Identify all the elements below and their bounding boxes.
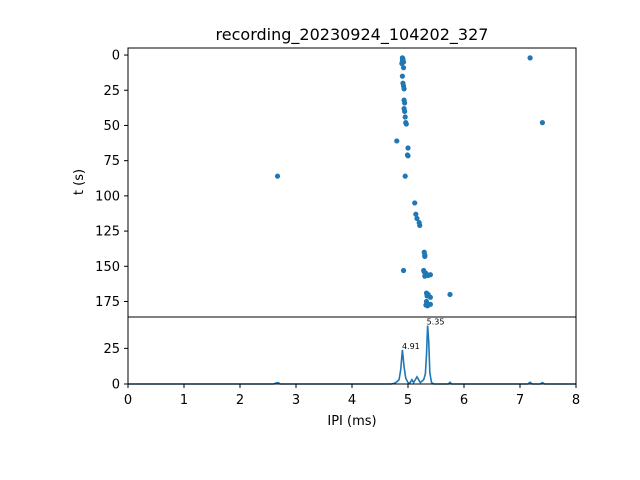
scatter-point <box>427 301 433 307</box>
scatter-point <box>423 302 429 308</box>
scatter-point <box>400 57 406 63</box>
scatter-point <box>402 100 408 106</box>
y-tick-label: 0 <box>112 49 120 64</box>
y-tick-label: 25 <box>103 84 120 99</box>
y-tick-label: 75 <box>103 154 120 169</box>
x-tick-label: 8 <box>572 393 580 408</box>
scatter-point <box>539 120 546 126</box>
scatter-point <box>405 145 411 151</box>
scatter-plot: 0 25 50 75 100 125 150 175 t (s) <box>72 47 577 318</box>
scatter-point <box>447 291 453 298</box>
histogram-axes-frame <box>127 316 577 385</box>
x-tick-label: 0 <box>124 393 132 408</box>
y-axis-label: t (s) <box>72 169 87 195</box>
scatter-points <box>274 55 546 309</box>
histogram-y-tick-label: 0 <box>112 378 120 393</box>
scatter-point <box>413 211 419 217</box>
scatter-point <box>412 200 418 206</box>
y-tick-label: 175 <box>95 295 120 310</box>
y-tick-label: 150 <box>95 260 120 275</box>
x-axis-ticks: 0 1 2 3 4 5 6 7 8 <box>124 384 580 408</box>
scatter-point <box>427 294 433 300</box>
scatter-point <box>402 173 408 179</box>
chart-title: recording_20230924_104202_327 <box>216 25 489 45</box>
peak-labels: 4.91 5.35 <box>402 318 444 351</box>
x-tick-label: 1 <box>180 393 188 408</box>
x-tick-label: 6 <box>460 393 468 408</box>
x-axis-label: IPI (ms) <box>327 414 376 429</box>
x-tick-label: 3 <box>292 393 300 408</box>
x-tick-label: 5 <box>404 393 412 408</box>
scatter-point <box>400 267 407 274</box>
scatter-point <box>394 138 400 144</box>
scatter-point <box>417 222 423 229</box>
x-tick-label: 2 <box>236 393 244 408</box>
histogram-y-tick-label: 25 <box>103 342 120 357</box>
scatter-point <box>405 153 411 159</box>
scatter-point <box>414 215 420 222</box>
histogram-y-ticks: 0 25 <box>103 342 128 393</box>
scatter-point <box>401 86 407 92</box>
y-tick-label: 50 <box>103 119 120 134</box>
peak-label: 5.35 <box>427 318 445 327</box>
y-axis-ticks: 0 25 50 75 100 125 150 175 <box>95 49 128 310</box>
scatter-point <box>422 253 428 260</box>
y-tick-label: 100 <box>95 189 120 204</box>
scatter-point <box>527 55 533 61</box>
y-tick-label: 125 <box>95 225 120 240</box>
peak-label: 4.91 <box>402 342 420 351</box>
scatter-point <box>399 73 405 79</box>
scatter-point <box>403 121 409 127</box>
scatter-point <box>274 173 281 179</box>
scatter-point <box>402 108 408 114</box>
scatter-point <box>402 114 408 120</box>
x-tick-label: 4 <box>348 393 356 408</box>
histogram-plot: 4.91 5.35 0 25 0 1 2 3 4 5 6 7 8 IPI (ms) <box>103 316 580 429</box>
scatter-point <box>425 272 431 279</box>
scatter-point <box>400 65 407 71</box>
x-tick-label: 7 <box>516 393 524 408</box>
